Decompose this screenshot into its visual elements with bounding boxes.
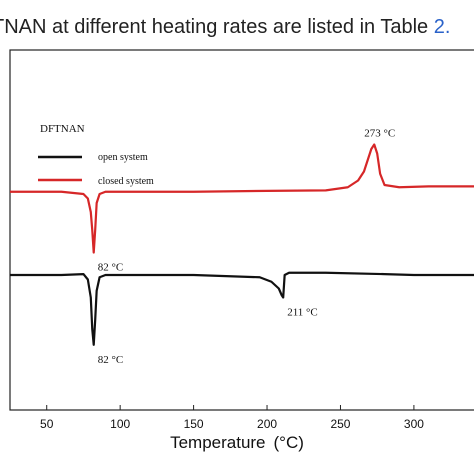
plot-frame	[9, 49, 474, 411]
caption: TNAN at different heating rates are list…	[0, 16, 474, 39]
table-reference-link[interactable]: 2.	[433, 16, 451, 38]
series-line-open-system	[10, 271, 474, 346]
annotations: 273 °C 82 °C 211 °C 82 °C	[98, 128, 396, 366]
legend-title: DFTNAN	[40, 123, 85, 135]
caption-text: TNAN at different heating rates are list…	[0, 16, 429, 38]
x-axis-title: Temperature	[170, 433, 265, 452]
series-line-closed-system	[10, 143, 474, 254]
x-axis-unit: (°C)	[274, 433, 304, 452]
legend: DFTNAN open system closed system	[38, 123, 154, 187]
peak-annotation: 273 °C	[364, 128, 395, 140]
x-tick-label: 150	[184, 417, 204, 431]
x-ticks: 50 100 150 200 250 300	[40, 405, 424, 431]
x-tick-label: 250	[330, 417, 350, 431]
x-tick-label: 200	[257, 417, 277, 431]
legend-label-open-system: open system	[98, 152, 148, 163]
peak-annotation: 211 °C	[287, 307, 318, 319]
series-lines	[10, 143, 474, 346]
x-tick-label: 100	[110, 417, 130, 431]
peak-annotation: 82 °C	[98, 262, 124, 274]
legend-label-closed-system: closed system	[98, 176, 154, 187]
x-axis-label: Temperature (°C)	[170, 433, 304, 452]
peak-annotation: 82 °C	[98, 354, 124, 366]
x-tick-label: 50	[40, 417, 54, 431]
x-tick-label: 300	[404, 417, 424, 431]
